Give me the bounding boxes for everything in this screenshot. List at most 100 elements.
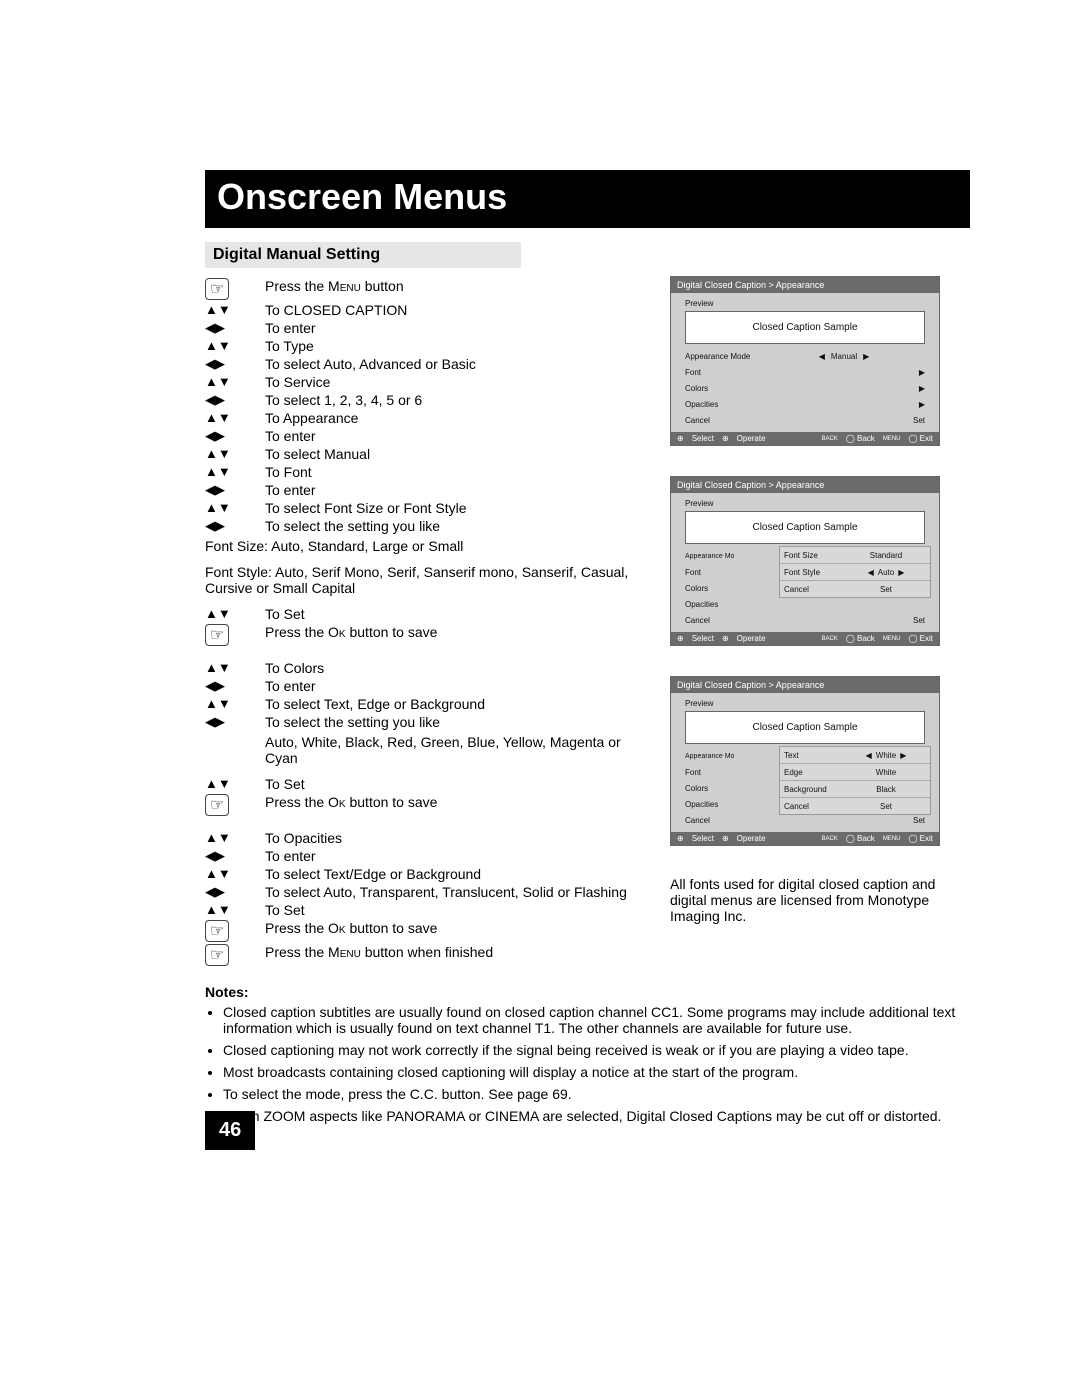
panel-footer: ⊕Select⊕OperateBACK◯ BackMENU◯ Exit xyxy=(671,432,939,445)
panel-footer: ⊕Select⊕OperateBACK◯ BackMENU◯ Exit xyxy=(671,632,939,645)
step-text: To select the setting you like xyxy=(265,518,650,534)
step-text: To Set xyxy=(265,776,650,792)
dpad-icon: ⊕ xyxy=(722,834,729,843)
back-button-icon: ◯ Back xyxy=(846,634,875,643)
footer-operate: Operate xyxy=(737,434,766,443)
step-group-b: ▲▼To Set ☞Press the Ok button to save xyxy=(205,606,650,646)
hand-icon: ☞ xyxy=(205,794,265,816)
step-text: To Set xyxy=(265,606,650,622)
preview-box: Closed Caption Sample xyxy=(685,711,925,744)
step-text: To select the setting you like xyxy=(265,714,650,730)
instruction-step: ◀▶To enter xyxy=(205,848,650,864)
appearance-panel-basic: Digital Closed Caption > Appearance Prev… xyxy=(670,276,940,446)
remote-button-icon: ☞ xyxy=(205,624,229,646)
footer-operate: Operate xyxy=(737,834,766,843)
step-text: To select Font Size or Font Style xyxy=(265,500,650,516)
step-text: To select Auto, Transparent, Translucent… xyxy=(265,884,650,900)
section-heading: Digital Manual Setting xyxy=(205,242,521,268)
figures-column: Digital Closed Caption > Appearance Prev… xyxy=(670,276,940,968)
color-options-note: Auto, White, Black, Red, Green, Blue, Ye… xyxy=(205,734,650,766)
instruction-step: ▲▼To Set xyxy=(205,606,650,622)
step-text: To select Manual xyxy=(265,446,650,462)
up-down-arrows-icon: ▲▼ xyxy=(205,464,265,480)
instruction-step: ▲▼To Set xyxy=(205,776,650,792)
instruction-step: ☞Press the Menu button xyxy=(205,278,650,300)
instruction-step: ▲▼To Type xyxy=(205,338,650,354)
left-right-arrows-icon: ◀▶ xyxy=(205,428,265,444)
instruction-step: ◀▶To select the setting you like xyxy=(205,714,650,730)
instruction-step: ▲▼To select Text, Edge or Background xyxy=(205,696,650,712)
remote-button-icon: ☞ xyxy=(205,920,229,942)
dpad-icon: ⊕ xyxy=(677,634,684,643)
step-text: To Set xyxy=(265,902,650,918)
up-down-arrows-icon: ▲▼ xyxy=(205,696,265,712)
instructions-column: ☞Press the Menu button▲▼To CLOSED CAPTIO… xyxy=(205,276,650,968)
remote-button-icon: ☞ xyxy=(205,794,229,816)
step-text: Press the Ok button to save xyxy=(265,794,650,816)
instruction-step: ▲▼To select Manual xyxy=(205,446,650,462)
step-text: To select Text, Edge or Background xyxy=(265,696,650,712)
footer-select: Select xyxy=(692,834,714,843)
up-down-arrows-icon: ▲▼ xyxy=(205,830,265,846)
step-group-a: ☞Press the Menu button▲▼To CLOSED CAPTIO… xyxy=(205,278,650,534)
left-right-arrows-icon: ◀▶ xyxy=(205,518,265,534)
preview-label: Preview xyxy=(685,299,925,308)
dpad-icon: ⊕ xyxy=(722,634,729,643)
up-down-arrows-icon: ▲▼ xyxy=(205,776,265,792)
notes-heading: Notes: xyxy=(205,984,970,1000)
instruction-step: ☞Press the Menu button when finished xyxy=(205,944,650,966)
colors-subpanel: Text◀White▶ EdgeWhite BackgroundBlack Ca… xyxy=(779,746,931,815)
instruction-step: ◀▶To enter xyxy=(205,320,650,336)
remote-button-icon: ☞ xyxy=(205,278,229,300)
panel-footer: ⊕Select⊕OperateBACK◯ BackMENU◯ Exit xyxy=(671,832,939,845)
font-size-note: Font Size: Auto, Standard, Large or Smal… xyxy=(205,538,650,554)
instruction-step: ◀▶To select the setting you like xyxy=(205,518,650,534)
instruction-step: ◀▶To select Auto, Advanced or Basic xyxy=(205,356,650,372)
hand-icon: ☞ xyxy=(205,944,265,966)
step-text: To enter xyxy=(265,482,650,498)
step-text: To enter xyxy=(265,320,650,336)
remote-button-icon: ☞ xyxy=(205,944,229,966)
up-down-arrows-icon: ▲▼ xyxy=(205,410,265,426)
instruction-step: ▲▼To Colors xyxy=(205,660,650,676)
step-text: Press the Ok button to save xyxy=(265,920,650,942)
appearance-panel-font: Digital Closed Caption > Appearance Prev… xyxy=(670,476,940,646)
instruction-step: ▲▼To select Text/Edge or Background xyxy=(205,866,650,882)
dpad-icon: ⊕ xyxy=(677,434,684,443)
colors-row: Colors▶ xyxy=(685,380,925,396)
step-text: To select 1, 2, 3, 4, 5 or 6 xyxy=(265,392,650,408)
note-item: To select the mode, press the C.C. butto… xyxy=(223,1086,970,1102)
step-text: To Type xyxy=(265,338,650,354)
manual-page: Onscreen Menus Digital Manual Setting ☞P… xyxy=(0,0,1080,1190)
instruction-step: ☞Press the Ok button to save xyxy=(205,624,650,646)
up-down-arrows-icon: ▲▼ xyxy=(205,446,265,462)
up-down-arrows-icon: ▲▼ xyxy=(205,902,265,918)
font-subpanel: Font SizeStandard Font Style◀Auto▶ Cance… xyxy=(779,546,931,598)
left-right-arrows-icon: ◀▶ xyxy=(205,884,265,900)
left-right-arrows-icon: ◀▶ xyxy=(205,848,265,864)
notes-list: Closed caption subtitles are usually fou… xyxy=(205,1004,970,1124)
instruction-step: ▲▼To Service xyxy=(205,374,650,390)
step-group-d: ▲▼To Set ☞ Press the Ok button to save xyxy=(205,776,650,816)
footer-select: Select xyxy=(692,434,714,443)
up-down-arrows-icon: ▲▼ xyxy=(205,302,265,318)
instruction-step: ☞ Press the Ok button to save xyxy=(205,794,650,816)
instruction-step: ◀▶To enter xyxy=(205,482,650,498)
step-text: To enter xyxy=(265,678,650,694)
preview-label: Preview xyxy=(685,499,925,508)
up-down-arrows-icon: ▲▼ xyxy=(205,866,265,882)
step-text: To enter xyxy=(265,848,650,864)
up-down-arrows-icon: ▲▼ xyxy=(205,500,265,516)
left-right-arrows-icon: ◀▶ xyxy=(205,320,265,336)
notes-section: Notes: Closed caption subtitles are usua… xyxy=(205,984,970,1124)
hand-icon: ☞ xyxy=(205,624,265,646)
panel-breadcrumb: Digital Closed Caption > Appearance xyxy=(671,677,939,693)
preview-box: Closed Caption Sample xyxy=(685,311,925,344)
panel-breadcrumb: Digital Closed Caption > Appearance xyxy=(671,277,939,293)
instruction-step: ◀▶To select Auto, Transparent, Transluce… xyxy=(205,884,650,900)
footer-select: Select xyxy=(692,634,714,643)
chapter-title: Onscreen Menus xyxy=(205,170,970,228)
back-button-icon: ◯ Back xyxy=(846,434,875,443)
instruction-step: ◀▶To enter xyxy=(205,678,650,694)
exit-button-icon: ◯ Exit xyxy=(908,434,933,443)
